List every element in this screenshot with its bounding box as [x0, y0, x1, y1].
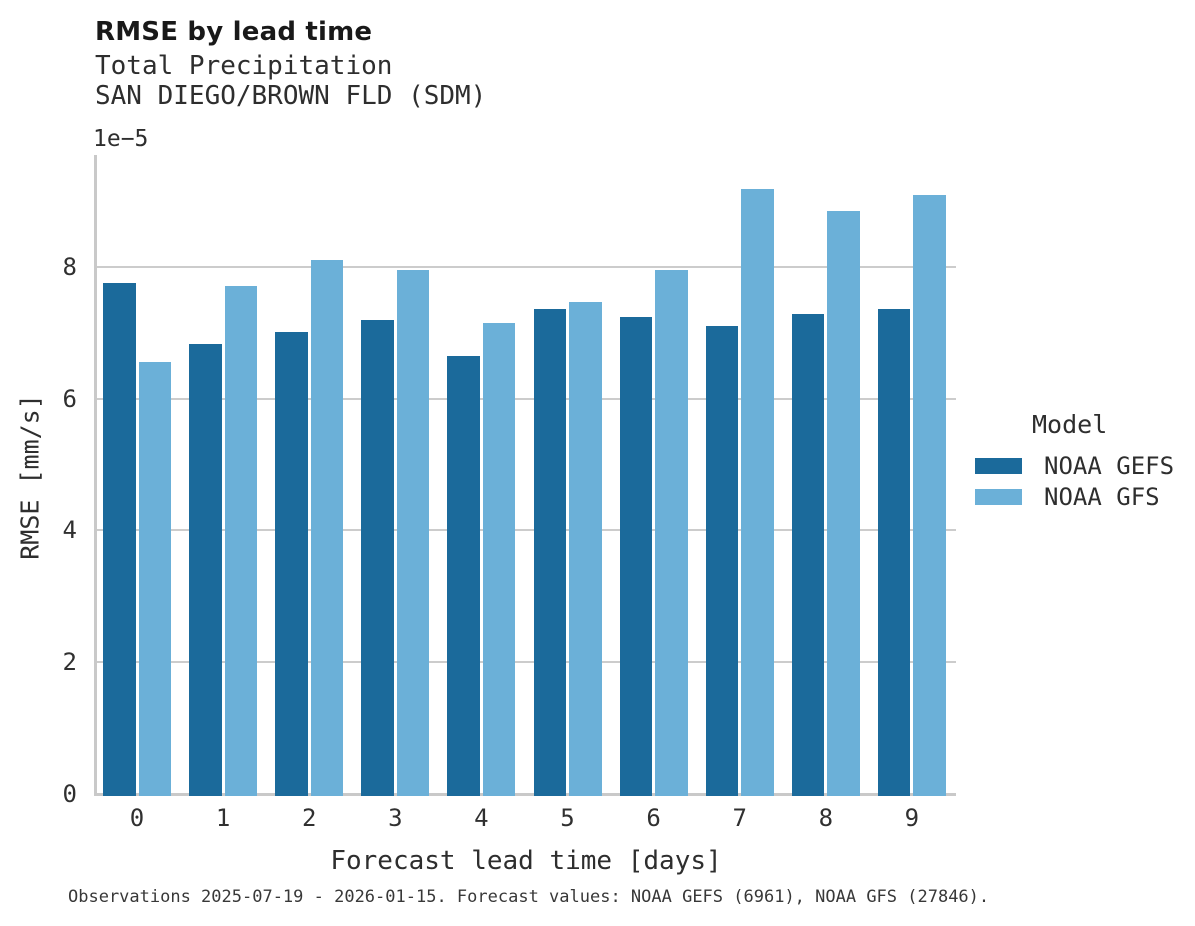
x-tick-label-8: 8	[818, 804, 834, 832]
bar-noaa-gefs-lead-3	[361, 320, 394, 796]
x-tick-label-7: 7	[732, 804, 747, 832]
x-tick-label-9: 9	[904, 804, 920, 832]
bar-noaa-gefs-lead-4	[447, 355, 480, 796]
bar-noaa-gfs-lead-4	[482, 323, 516, 796]
bar-noaa-gfs-lead-2	[310, 259, 344, 796]
bar-noaa-gfs-lead-5	[569, 301, 602, 796]
y-axis-scale-offset: 1e−5	[93, 126, 149, 152]
x-tick-label-6: 6	[646, 804, 661, 832]
legend: Model NOAA GEFS NOAA GFS	[975, 410, 1174, 512]
chart-title: RMSE by lead time	[95, 17, 373, 47]
bar-noaa-gefs-lead-2	[275, 331, 308, 796]
bar-noaa-gefs-lead-6	[619, 317, 653, 796]
bar-noaa-gfs-lead-0	[138, 361, 171, 796]
y-axis-title: RMSE [mm/s]	[15, 394, 45, 560]
bar-noaa-gefs-lead-7	[705, 326, 739, 796]
y-tick-label-4: 4	[62, 516, 77, 545]
bar-noaa-gfs-lead-8	[827, 211, 860, 796]
gridline-y-8	[96, 265, 956, 268]
y-tick-label-8: 8	[62, 252, 77, 281]
bar-noaa-gefs-lead-5	[533, 308, 566, 796]
x-tick-label-3: 3	[388, 804, 403, 832]
y-tick-label-6: 6	[62, 384, 77, 413]
legend-swatch-noaa-gefs	[975, 457, 1022, 474]
bar-noaa-gefs-lead-9	[877, 308, 911, 796]
x-axis-title: Forecast lead time [days]	[330, 846, 722, 876]
subtitle-station: SAN DIEGO/BROWN FLD (SDM)	[95, 81, 487, 111]
gridline-y-2	[96, 661, 956, 664]
legend-label-noaa-gefs: NOAA GEFS	[1044, 451, 1175, 480]
bar-noaa-gfs-lead-3	[396, 270, 430, 796]
y-tick-label-0: 0	[62, 780, 77, 808]
gridline-y-6	[96, 397, 956, 400]
bar-noaa-gefs-lead-8	[791, 314, 825, 796]
gridline-y-4	[96, 529, 956, 532]
legend-swatch-noaa-gfs	[975, 488, 1022, 505]
subtitle-variable: Total Precipitation	[95, 51, 393, 81]
legend-item-noaa-gfs: NOAA GFS	[975, 481, 1174, 512]
legend-item-noaa-gefs: NOAA GEFS	[975, 450, 1174, 481]
footnote-caption: Observations 2025-07-19 - 2026-01-15. Fo…	[68, 887, 990, 907]
bar-noaa-gfs-lead-9	[913, 194, 946, 796]
bar-noaa-gefs-lead-0	[103, 282, 136, 796]
y-tick-label-2: 2	[62, 648, 77, 677]
x-axis-line	[94, 793, 956, 796]
chart-subtitle: Total Precipitation SAN DIEGO/BROWN FLD …	[95, 51, 486, 111]
y-axis-line	[94, 155, 97, 796]
legend-label-noaa-gfs: NOAA GFS	[1044, 482, 1160, 511]
legend-rows: NOAA GEFS NOAA GFS	[975, 450, 1174, 512]
x-tick-label-2: 2	[301, 804, 317, 832]
x-tick-label-5: 5	[560, 804, 575, 832]
x-tick-label-1: 1	[215, 804, 231, 832]
bar-noaa-gfs-lead-7	[741, 188, 774, 796]
legend-title: Model	[1032, 410, 1108, 439]
x-tick-label-0: 0	[129, 804, 145, 832]
bar-noaa-gfs-lead-1	[224, 286, 258, 796]
bar-noaa-gfs-lead-6	[655, 270, 688, 796]
plot-area	[94, 155, 956, 796]
x-tick-label-4: 4	[474, 804, 489, 832]
bar-noaa-gefs-lead-1	[189, 344, 222, 796]
